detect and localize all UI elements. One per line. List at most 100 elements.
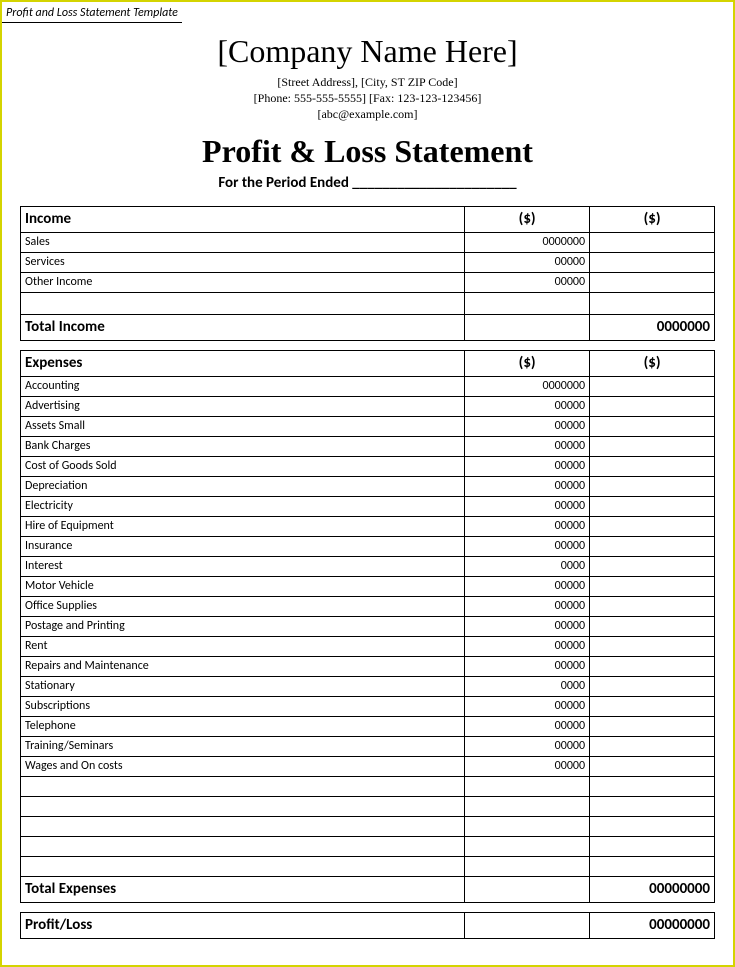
blank-row — [21, 776, 465, 796]
expense-row-v1: 00000 — [465, 436, 590, 456]
pl-table: Income($)($)Sales0000000Services00000Oth… — [20, 206, 715, 939]
total-expenses-v1 — [465, 876, 590, 902]
expense-row-v2 — [590, 676, 715, 696]
expense-row-label: Training/Seminars — [21, 736, 465, 756]
expense-row-label: Cost of Goods Sold — [21, 456, 465, 476]
income-row-v2 — [590, 252, 715, 272]
expense-row-v2 — [590, 616, 715, 636]
expense-row-label: Motor Vehicle — [21, 576, 465, 596]
blank-row — [465, 796, 590, 816]
expense-row-v1: 00000 — [465, 636, 590, 656]
currency-header-2b: ($) — [590, 350, 715, 376]
expense-row-v2 — [590, 376, 715, 396]
period-blank: ______________________ — [352, 174, 516, 192]
expense-row-label: Advertising — [21, 396, 465, 416]
blank-row — [465, 836, 590, 856]
expense-row-v1: 00000 — [465, 756, 590, 776]
spacer-cell — [21, 292, 465, 314]
expense-row-v1: 00000 — [465, 456, 590, 476]
total-income-v2: 0000000 — [590, 314, 715, 340]
expense-row-label: Stationary — [21, 676, 465, 696]
expense-row-label: Subscriptions — [21, 696, 465, 716]
expense-row-label: Interest — [21, 556, 465, 576]
expenses-header: Expenses — [21, 350, 465, 376]
spacer-cell — [465, 292, 590, 314]
expense-row-v1: 00000 — [465, 576, 590, 596]
expense-row-label: Rent — [21, 636, 465, 656]
expense-row-v1: 00000 — [465, 716, 590, 736]
expense-row-v2 — [590, 736, 715, 756]
expense-row-v1: 00000 — [465, 656, 590, 676]
period-line: For the Period Ended ___________________… — [20, 174, 715, 192]
address-block: [Street Address], [City, ST ZIP Code] [P… — [20, 74, 715, 123]
blank-row — [21, 796, 465, 816]
page-label: Profit and Loss Statement Template — [2, 4, 182, 23]
expense-row-v2 — [590, 456, 715, 476]
expense-row-v2 — [590, 476, 715, 496]
expense-row-label: Electricity — [21, 496, 465, 516]
expense-row-v1: 00000 — [465, 396, 590, 416]
currency-header-1b: ($) — [465, 350, 590, 376]
currency-header-2: ($) — [590, 206, 715, 232]
expense-row-v2 — [590, 696, 715, 716]
expense-row-v2 — [590, 576, 715, 596]
expense-row-v2 — [590, 416, 715, 436]
period-label: For the Period Ended — [218, 174, 349, 192]
profit-loss-v2: 00000000 — [590, 912, 715, 938]
blank-row — [465, 856, 590, 876]
blank-row — [590, 776, 715, 796]
expense-row-v2 — [590, 396, 715, 416]
blank-row — [590, 836, 715, 856]
spacer-cell — [590, 292, 715, 314]
expense-row-v2 — [590, 516, 715, 536]
income-row-v1: 0000000 — [465, 232, 590, 252]
expense-row-v2 — [590, 596, 715, 616]
address-line-2: [Phone: 555-555-5555] [Fax: 123-123-1234… — [20, 90, 715, 106]
statement-title: Profit & Loss Statement — [20, 133, 715, 170]
company-name: [Company Name Here] — [20, 33, 715, 70]
expense-row-v2 — [590, 556, 715, 576]
blank-row — [21, 816, 465, 836]
expense-row-label: Depreciation — [21, 476, 465, 496]
expense-row-v1: 00000 — [465, 616, 590, 636]
expense-row-v1: 0000 — [465, 676, 590, 696]
address-line-3: [abc@example.com] — [20, 106, 715, 122]
profit-loss-v1 — [465, 912, 590, 938]
expense-row-v2 — [590, 716, 715, 736]
income-row-label: Services — [21, 252, 465, 272]
address-line-1: [Street Address], [City, ST ZIP Code] — [20, 74, 715, 90]
expense-row-label: Postage and Printing — [21, 616, 465, 636]
total-expenses-label: Total Expenses — [21, 876, 465, 902]
total-income-label: Total Income — [21, 314, 465, 340]
profit-loss-label: Profit/Loss — [21, 912, 465, 938]
total-expenses-v2: 00000000 — [590, 876, 715, 902]
income-row-v1: 00000 — [465, 252, 590, 272]
expense-row-v1: 00000 — [465, 596, 590, 616]
document-body: [Company Name Here] [Street Address], [C… — [2, 23, 733, 957]
income-row-label: Other Income — [21, 272, 465, 292]
expense-row-label: Insurance — [21, 536, 465, 556]
expense-row-v2 — [590, 636, 715, 656]
expense-row-label: Telephone — [21, 716, 465, 736]
income-row-v2 — [590, 232, 715, 252]
blank-row — [590, 856, 715, 876]
expense-row-label: Hire of Equipment — [21, 516, 465, 536]
expense-row-label: Bank Charges — [21, 436, 465, 456]
total-income-v1 — [465, 314, 590, 340]
expense-row-v1: 0000000 — [465, 376, 590, 396]
expense-row-label: Accounting — [21, 376, 465, 396]
blank-row — [465, 776, 590, 796]
expense-row-v1: 00000 — [465, 696, 590, 716]
income-row-v2 — [590, 272, 715, 292]
expense-row-v2 — [590, 536, 715, 556]
blank-row — [465, 816, 590, 836]
blank-row — [21, 836, 465, 856]
income-row-v1: 00000 — [465, 272, 590, 292]
expense-row-v1: 00000 — [465, 536, 590, 556]
expense-row-v1: 00000 — [465, 476, 590, 496]
income-header: Income — [21, 206, 465, 232]
expense-row-v2 — [590, 436, 715, 456]
currency-header-1: ($) — [465, 206, 590, 232]
income-row-label: Sales — [21, 232, 465, 252]
expense-row-label: Assets Small — [21, 416, 465, 436]
